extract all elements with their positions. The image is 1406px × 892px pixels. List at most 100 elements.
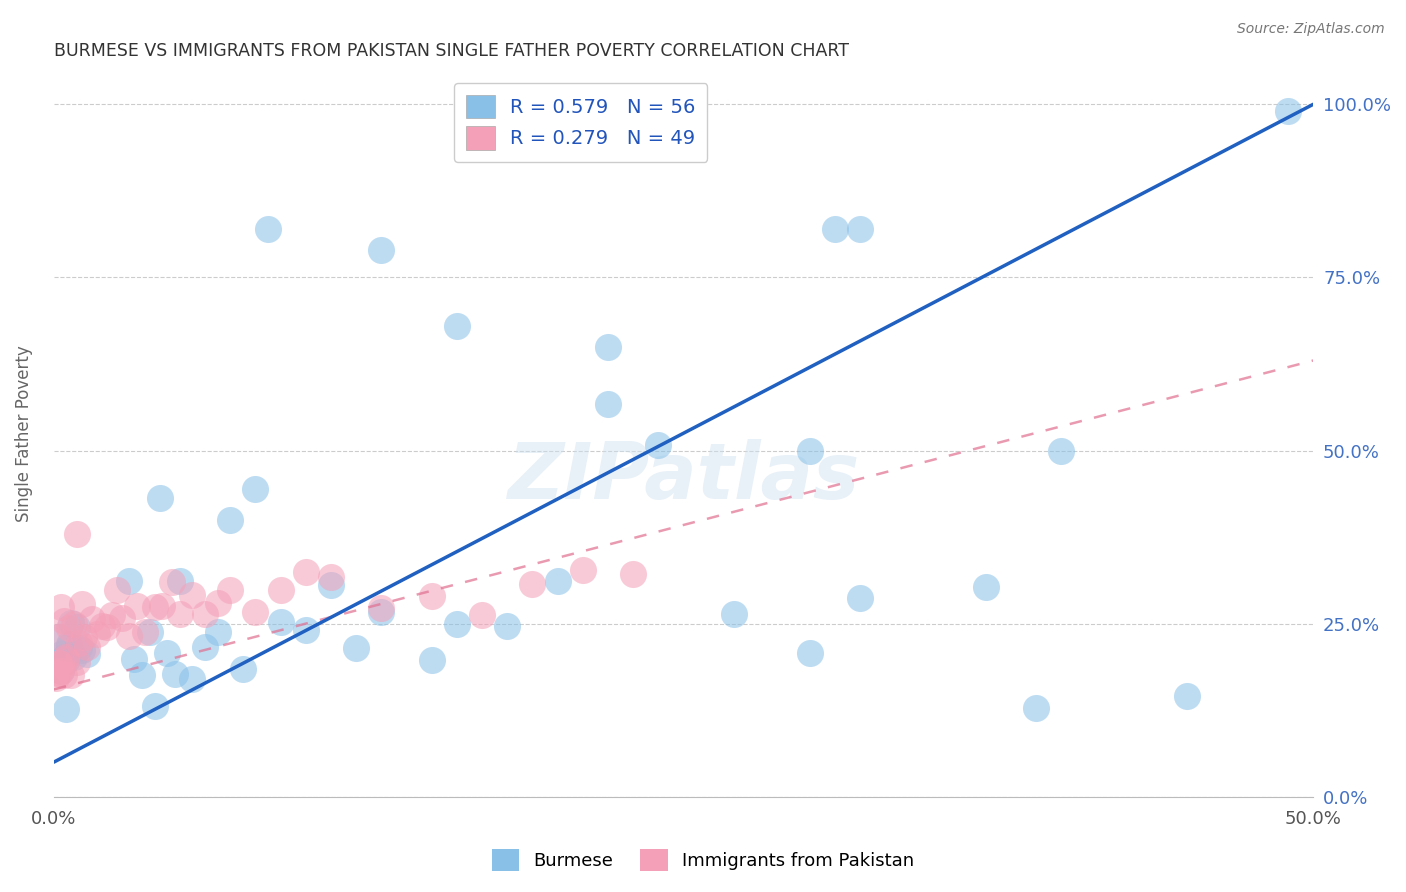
Point	[496, 619, 519, 633]
Point	[974, 580, 997, 594]
Point	[51, 647, 73, 661]
Point	[131, 667, 153, 681]
Point	[149, 491, 172, 505]
Point	[51, 664, 73, 678]
Point	[270, 582, 292, 597]
Point	[63, 616, 86, 631]
Point	[58, 637, 80, 651]
Point	[370, 605, 392, 619]
Point	[471, 607, 494, 622]
Point	[446, 617, 468, 632]
Point	[1025, 701, 1047, 715]
Point	[319, 570, 342, 584]
Point	[51, 657, 73, 671]
Point	[60, 616, 83, 631]
Point	[52, 650, 75, 665]
Point	[51, 600, 73, 615]
Point	[319, 578, 342, 592]
Point	[370, 600, 392, 615]
Point	[1277, 103, 1299, 118]
Text: ZIPatlas: ZIPatlas	[508, 439, 859, 515]
Point	[76, 647, 98, 661]
Point	[125, 599, 148, 613]
Point	[150, 599, 173, 613]
Point	[194, 640, 217, 654]
Point	[134, 624, 156, 639]
Text: Source: ZipAtlas.com: Source: ZipAtlas.com	[1237, 22, 1385, 37]
Point	[86, 627, 108, 641]
Point	[245, 605, 267, 619]
Point	[60, 667, 83, 681]
Point	[156, 646, 179, 660]
Point	[294, 624, 316, 638]
Point	[344, 641, 367, 656]
Point	[181, 588, 204, 602]
Point	[48, 657, 70, 671]
Point	[65, 526, 87, 541]
Point	[207, 596, 229, 610]
Point	[65, 620, 87, 634]
Point	[824, 222, 846, 236]
Point	[270, 615, 292, 629]
Point	[160, 574, 183, 589]
Point	[420, 653, 443, 667]
Point	[446, 318, 468, 333]
Point	[207, 624, 229, 639]
Point	[52, 651, 75, 665]
Point	[100, 607, 122, 622]
Point	[219, 582, 242, 597]
Text: BURMESE VS IMMIGRANTS FROM PAKISTAN SINGLE FATHER POVERTY CORRELATION CHART: BURMESE VS IMMIGRANTS FROM PAKISTAN SING…	[53, 42, 849, 60]
Point	[55, 654, 77, 668]
Point	[1175, 689, 1198, 703]
Point	[163, 666, 186, 681]
Point	[58, 639, 80, 653]
Point	[849, 222, 872, 236]
Point	[522, 577, 544, 591]
Point	[96, 620, 118, 634]
Point	[76, 640, 98, 655]
Point	[105, 583, 128, 598]
Point	[67, 640, 90, 655]
Point	[143, 698, 166, 713]
Point	[73, 631, 96, 645]
Point	[194, 607, 217, 622]
Point	[45, 666, 67, 681]
Point	[48, 630, 70, 644]
Point	[621, 567, 644, 582]
Point	[143, 599, 166, 614]
Point	[596, 397, 619, 411]
Point	[232, 662, 254, 676]
Point	[420, 589, 443, 603]
Point	[118, 574, 141, 589]
Point	[219, 513, 242, 527]
Point	[55, 701, 77, 715]
Point	[547, 574, 569, 588]
Point	[245, 483, 267, 497]
Legend: Burmese, Immigrants from Pakistan: Burmese, Immigrants from Pakistan	[485, 842, 921, 879]
Point	[572, 563, 595, 577]
Point	[48, 666, 70, 681]
Point	[118, 629, 141, 643]
Point	[70, 643, 93, 657]
Point	[90, 619, 112, 633]
Point	[70, 597, 93, 611]
Point	[48, 631, 70, 645]
Point	[799, 646, 821, 660]
Point	[63, 650, 86, 665]
Point	[370, 243, 392, 257]
Point	[111, 611, 134, 625]
Point	[80, 612, 103, 626]
Point	[723, 607, 745, 621]
Point	[849, 591, 872, 605]
Point	[257, 222, 280, 236]
Point	[169, 607, 191, 622]
Point	[52, 614, 75, 628]
Point	[647, 438, 669, 452]
Point	[51, 664, 73, 678]
Point	[67, 636, 90, 650]
Point	[138, 625, 160, 640]
Point	[55, 649, 77, 664]
Point	[65, 655, 87, 669]
Point	[294, 565, 316, 579]
Point	[169, 574, 191, 588]
